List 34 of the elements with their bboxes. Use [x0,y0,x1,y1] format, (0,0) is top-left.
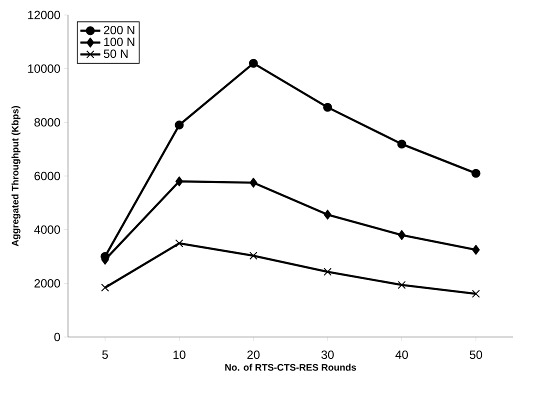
x-axis-title: No. of RTS-CTS-RES Rounds [225,364,356,371]
point [249,252,258,260]
x-tick-label: 30 [321,350,334,359]
point [472,244,480,255]
point [248,58,258,68]
point [324,268,332,276]
point [250,178,258,188]
legend-label: 100 N [104,38,134,46]
x-tick-label: 40 [395,350,408,359]
legend-label: 50 N [104,49,128,58]
point [175,239,184,248]
point [398,280,406,289]
point [398,230,406,240]
x-tick-label: 20 [247,350,260,359]
x-tick-label: 50 [470,350,482,359]
x-tick-label: 10 [174,350,186,359]
point [175,176,184,186]
point [101,284,110,292]
y-axis-title: Aggregated Throughput (Kbps) [12,106,20,246]
y-tick-label: 10000 [28,64,60,73]
y-tick-label: 4000 [34,225,60,234]
y-tick-label: 0 [54,332,60,342]
x-tick-label: 5 [102,350,108,359]
point [397,140,406,149]
point [471,168,480,178]
point [472,290,480,298]
y-tick-label: 6000 [34,172,60,180]
y-tick-label: 12000 [28,10,60,20]
point [323,102,332,112]
legend-label: 200 N [104,26,134,34]
point [324,210,332,220]
y-tick-label: 2000 [34,279,60,288]
point [174,120,184,130]
y-tick-label: 8000 [34,118,60,127]
